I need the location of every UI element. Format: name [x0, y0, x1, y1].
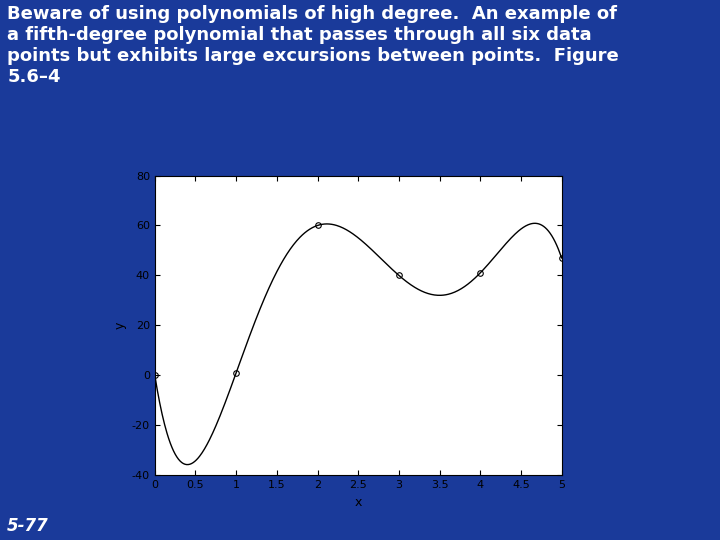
Text: 5-77: 5-77 [7, 517, 49, 535]
Y-axis label: y: y [113, 322, 126, 329]
X-axis label: x: x [354, 496, 362, 509]
Text: Beware of using polynomials of high degree.  An example of
a fifth-degree polyno: Beware of using polynomials of high degr… [7, 5, 619, 86]
